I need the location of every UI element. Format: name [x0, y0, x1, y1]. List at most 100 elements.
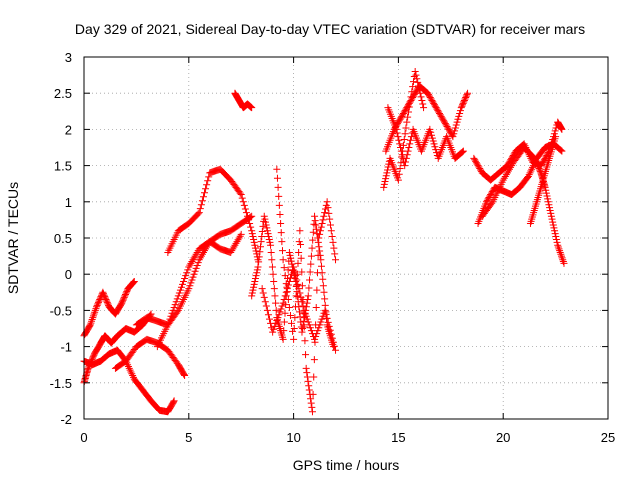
- data-point: [312, 225, 320, 233]
- data-point: [299, 296, 307, 304]
- data-point: [174, 292, 182, 300]
- data-point: [234, 236, 242, 244]
- data-point: [312, 221, 320, 229]
- data-point: [327, 330, 335, 338]
- data-point: [500, 174, 508, 182]
- data-point: [456, 107, 464, 115]
- data-point: [526, 169, 534, 177]
- data-point: [168, 309, 176, 317]
- data-point: [311, 338, 319, 346]
- data-point: [170, 397, 178, 405]
- data-point: [545, 201, 553, 209]
- data-point: [230, 243, 238, 251]
- y-tick-label: 0: [65, 267, 72, 282]
- data-point: [189, 273, 197, 281]
- data-point: [248, 292, 256, 300]
- data-point: [394, 120, 402, 128]
- data-point: [191, 252, 199, 260]
- data-point: [308, 244, 316, 252]
- y-axis-label: SDTVAR / TECUs: [5, 182, 21, 294]
- data-point: [499, 176, 507, 184]
- data-point: [237, 230, 245, 238]
- data-point: [172, 298, 180, 306]
- data-point: [317, 318, 325, 326]
- data-point: [191, 267, 199, 275]
- data-point: [265, 233, 273, 241]
- data-point: [463, 91, 471, 99]
- data-point: [433, 105, 441, 113]
- data-point: [196, 254, 204, 262]
- x-tick-label: 20: [496, 430, 510, 445]
- data-point: [177, 283, 185, 291]
- data-point: [95, 297, 103, 305]
- data-point: [532, 157, 540, 165]
- data-point: [425, 92, 433, 100]
- data-point: [440, 117, 448, 125]
- data-point: [394, 176, 402, 184]
- data-point: [528, 165, 536, 173]
- data-point: [250, 280, 258, 288]
- data-point: [558, 147, 566, 155]
- data-point: [272, 299, 280, 307]
- data-point: [559, 258, 567, 266]
- data-point: [185, 285, 193, 293]
- data-point: [399, 109, 407, 117]
- data-point: [231, 241, 239, 249]
- data-point: [278, 247, 286, 255]
- series-track-k: [273, 165, 340, 416]
- data-point: [247, 223, 255, 231]
- data-point: [290, 263, 298, 271]
- data-point: [288, 260, 296, 268]
- data-point: [194, 210, 202, 218]
- data-point: [96, 296, 104, 304]
- data-point: [91, 308, 99, 316]
- data-point: [316, 227, 324, 235]
- data-point: [406, 140, 414, 148]
- data-point: [305, 386, 313, 394]
- x-tick-label: 0: [80, 430, 87, 445]
- data-point: [555, 245, 563, 253]
- data-point: [280, 264, 288, 272]
- data-point: [314, 327, 322, 335]
- data-point: [488, 188, 496, 196]
- data-point: [295, 248, 303, 256]
- data-point: [262, 302, 270, 310]
- data-point: [399, 141, 407, 149]
- data-point: [310, 356, 318, 364]
- data-point: [319, 216, 327, 224]
- data-point: [99, 290, 107, 298]
- data-point: [268, 263, 276, 271]
- data-point: [118, 298, 126, 306]
- data-point: [396, 164, 404, 172]
- series-track-c: [80, 346, 178, 416]
- data-point: [197, 252, 205, 260]
- data-point: [397, 159, 405, 167]
- data-point: [128, 370, 136, 378]
- data-point: [270, 277, 278, 285]
- data-point: [102, 296, 110, 304]
- data-point: [524, 172, 532, 180]
- data-point: [194, 259, 202, 267]
- data-point: [305, 382, 313, 390]
- y-tick-label: 1.5: [54, 159, 72, 174]
- data-point: [103, 297, 111, 305]
- data-point: [294, 280, 302, 288]
- data-point: [269, 328, 277, 336]
- data-point: [550, 130, 558, 138]
- data-point: [257, 238, 265, 246]
- data-point: [318, 220, 326, 228]
- data-point: [92, 305, 100, 313]
- data-point: [196, 205, 204, 213]
- data-point: [268, 256, 276, 264]
- data-point: [473, 160, 481, 168]
- data-point: [94, 300, 102, 308]
- data-point: [262, 221, 270, 229]
- data-point: [253, 269, 261, 277]
- series-track-j: [258, 263, 340, 354]
- data-point: [510, 150, 518, 158]
- data-point: [435, 109, 443, 117]
- data-point: [266, 238, 274, 246]
- data-point: [265, 235, 273, 243]
- data-point: [413, 75, 421, 83]
- data-point: [245, 216, 253, 224]
